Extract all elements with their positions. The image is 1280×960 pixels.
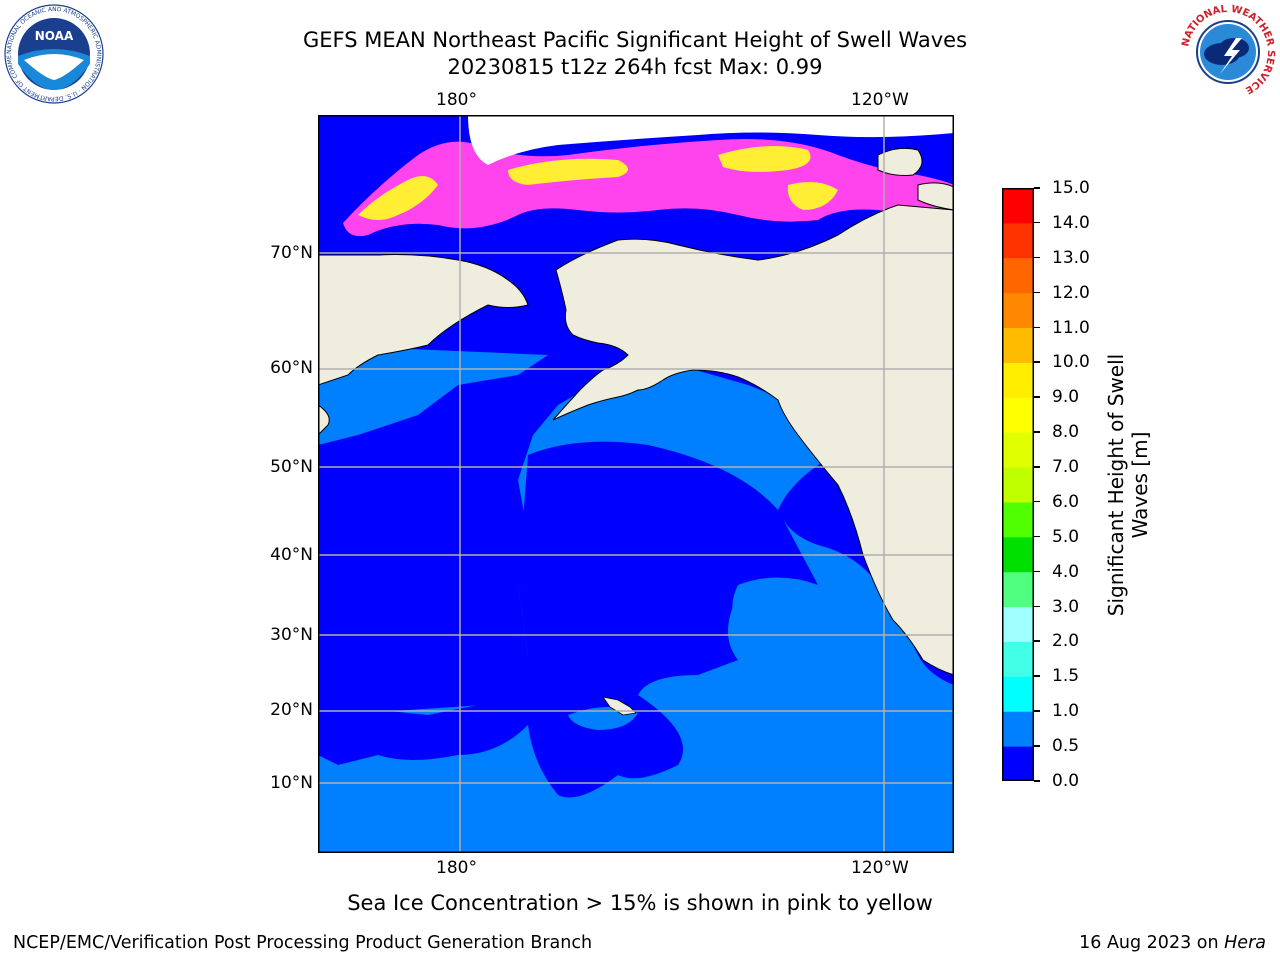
colorbar-tick-label: 11.0	[1052, 317, 1090, 338]
colorbar-tick-label: 15.0	[1052, 178, 1090, 198]
colorbar-segment	[1002, 362, 1034, 398]
lat-label-20n: 20°N	[270, 700, 313, 720]
colorbar-tick-label: 4.0	[1052, 561, 1080, 582]
colorbar-tick-mark	[1034, 500, 1040, 503]
colorbar-tick-mark	[1034, 640, 1040, 642]
colorbar-tick-label: 7.0	[1052, 457, 1080, 478]
colorbar	[1002, 188, 1034, 781]
colorbar-tick-mark	[1034, 535, 1040, 538]
lon-label-bottom-120w: 120°W	[851, 858, 909, 878]
colorbar-segment	[1002, 292, 1034, 329]
footer-host: Hera	[1224, 933, 1266, 953]
colorbar-tick-label: 2.0	[1052, 631, 1080, 652]
lat-label-30n: 30°N	[270, 625, 313, 645]
colorbar-segment	[1002, 467, 1034, 503]
colorbar-segment	[1002, 257, 1034, 294]
colorbar-tick-mark	[1034, 605, 1040, 608]
nws-logo: NATIONAL WEATHER SERVICE	[1180, 4, 1276, 100]
colorbar-label-line2: Waves [m]	[1128, 431, 1152, 539]
colorbar-segment	[1002, 397, 1034, 433]
sea-ice-white	[468, 115, 954, 165]
colorbar-segment	[1002, 641, 1034, 677]
map-gridlines	[318, 115, 954, 853]
colorbar-tick-label: 10.0	[1052, 352, 1090, 373]
colorbar-tick-mark	[1034, 396, 1040, 398]
colorbar-tick-mark	[1034, 780, 1040, 782]
colorbar-segment	[1002, 222, 1034, 259]
colorbar-segment	[1002, 327, 1034, 363]
sea-ice-yellow-2	[508, 158, 628, 185]
colorbar-tick-mark	[1034, 326, 1040, 329]
colorbar-tick-mark	[1034, 745, 1040, 747]
colorbar-segment	[1002, 676, 1034, 712]
colorbar-tick-label: 9.0	[1052, 387, 1080, 408]
colorbar-tick-label: 0.5	[1052, 736, 1080, 757]
colorbar-label: Significant Height of Swell Waves [m]	[1104, 325, 1152, 645]
colorbar-segment	[1002, 571, 1034, 608]
colorbar-tick-label: 8.0	[1052, 422, 1080, 443]
footer-date: 16 Aug 2023 on Hera	[1079, 933, 1266, 953]
colorbar-segment	[1002, 188, 1034, 224]
land-siberia	[318, 254, 529, 386]
colorbar-tick-mark	[1034, 187, 1040, 189]
map-border	[318, 115, 954, 853]
footer-credit: NCEP/EMC/Verification Post Processing Pr…	[13, 933, 593, 953]
colorbar-tick-mark	[1034, 710, 1040, 712]
map-panel	[318, 115, 954, 853]
colorbar-tick-mark	[1034, 361, 1040, 363]
land-arctic-island-1	[877, 147, 923, 176]
noaa-logo: NATIONAL OCEANIC AND ATMOSPHERIC ADMINIS…	[4, 4, 104, 104]
colorbar-segment	[1002, 711, 1034, 747]
lat-label-10n: 10°N	[270, 773, 313, 793]
colorbar-tick-label: 0.0	[1052, 771, 1080, 791]
colorbar-segment	[1002, 606, 1034, 642]
lon-label-bottom-180: 180°	[436, 858, 477, 878]
colorbar-tick-mark	[1034, 221, 1040, 224]
chart-subtitle: 20230815 t12z 264h fcst Max: 0.99	[447, 55, 823, 79]
land-kamchatka	[318, 404, 330, 436]
colorbar-tick-mark	[1034, 256, 1040, 259]
colorbar-label-line1: Significant Height of Swell	[1104, 353, 1128, 617]
colorbar-tick-label: 6.0	[1052, 491, 1080, 512]
lon-label-top-120w: 120°W	[851, 90, 909, 110]
colorbar-segment	[1002, 536, 1034, 573]
colorbar-tick-mark	[1034, 431, 1040, 433]
chart-title: GEFS MEAN Northeast Pacific Significant …	[302, 28, 968, 52]
ocean-swell-0-0.5-central	[318, 441, 818, 798]
colorbar-segment	[1002, 432, 1034, 468]
colorbar-tick-label: 1.5	[1052, 666, 1080, 687]
colorbar-segment	[1002, 746, 1034, 781]
colorbar-tick-mark	[1034, 466, 1040, 468]
lat-label-60n: 60°N	[270, 358, 313, 378]
ocean-swell-patch-east	[732, 577, 827, 643]
colorbar-tick-label: 1.0	[1052, 701, 1080, 722]
colorbar-tick-label: 3.0	[1052, 596, 1080, 617]
footer-date-text: 16 Aug 2023 on	[1079, 933, 1225, 953]
noaa-text: NOAA	[35, 29, 74, 43]
sea-ice-yellow-4	[787, 181, 838, 210]
land-arctic-island-2	[917, 182, 954, 211]
sea-ice-yellow-1	[358, 176, 438, 220]
colorbar-tick-label: 5.0	[1052, 526, 1080, 547]
colorbar-tick-mark	[1034, 675, 1040, 677]
colorbar-tick-label: 13.0	[1052, 247, 1090, 268]
map-svg	[318, 115, 954, 853]
sea-ice-yellow-3	[718, 146, 811, 172]
colorbar-tick-mark	[1034, 570, 1040, 573]
land-alaska-canada	[552, 204, 954, 676]
colorbar-tick-label: 14.0	[1052, 212, 1090, 233]
colorbar-tick-mark	[1034, 291, 1040, 294]
colorbar-border	[1002, 188, 1034, 781]
colorbar-segment	[1002, 501, 1034, 538]
sea-ice-caption: Sea Ice Concentration > 15% is shown in …	[347, 891, 933, 915]
lon-label-top-180: 180°	[436, 90, 477, 110]
lat-label-40n: 40°N	[270, 545, 313, 565]
lat-label-50n: 50°N	[270, 457, 313, 477]
lat-label-70n: 70°N	[270, 243, 313, 263]
colorbar-tick-label: 12.0	[1052, 282, 1090, 303]
